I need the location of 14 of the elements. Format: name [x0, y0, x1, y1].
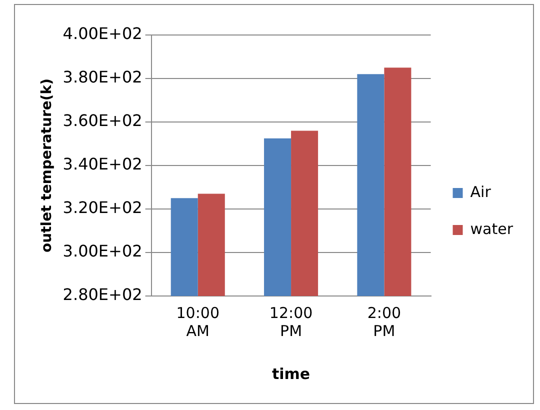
y-tick-label: 3.20E+02 — [62, 198, 142, 218]
x-axis-title: time — [272, 364, 310, 383]
y-tick-label: 2.80E+02 — [62, 285, 142, 304]
y-tick-label: 3.80E+02 — [62, 68, 142, 87]
x-tick-label: 2:00 PM — [367, 304, 402, 340]
y-tick-label: 3.00E+02 — [62, 242, 142, 261]
legend-label: Air — [470, 182, 492, 201]
x-tick-label: 10:00 AM — [176, 304, 220, 340]
y-tick-label: 3.40E+02 — [62, 154, 142, 174]
y-tick-label: 3.60E+02 — [62, 111, 142, 130]
y-axis-title: outlet temperature(k) — [39, 78, 56, 252]
y-tick-label: 4.00E+02 — [62, 24, 142, 44]
legend-label: water — [470, 220, 514, 238]
x-tick-label: 12:00 PM — [269, 304, 313, 340]
